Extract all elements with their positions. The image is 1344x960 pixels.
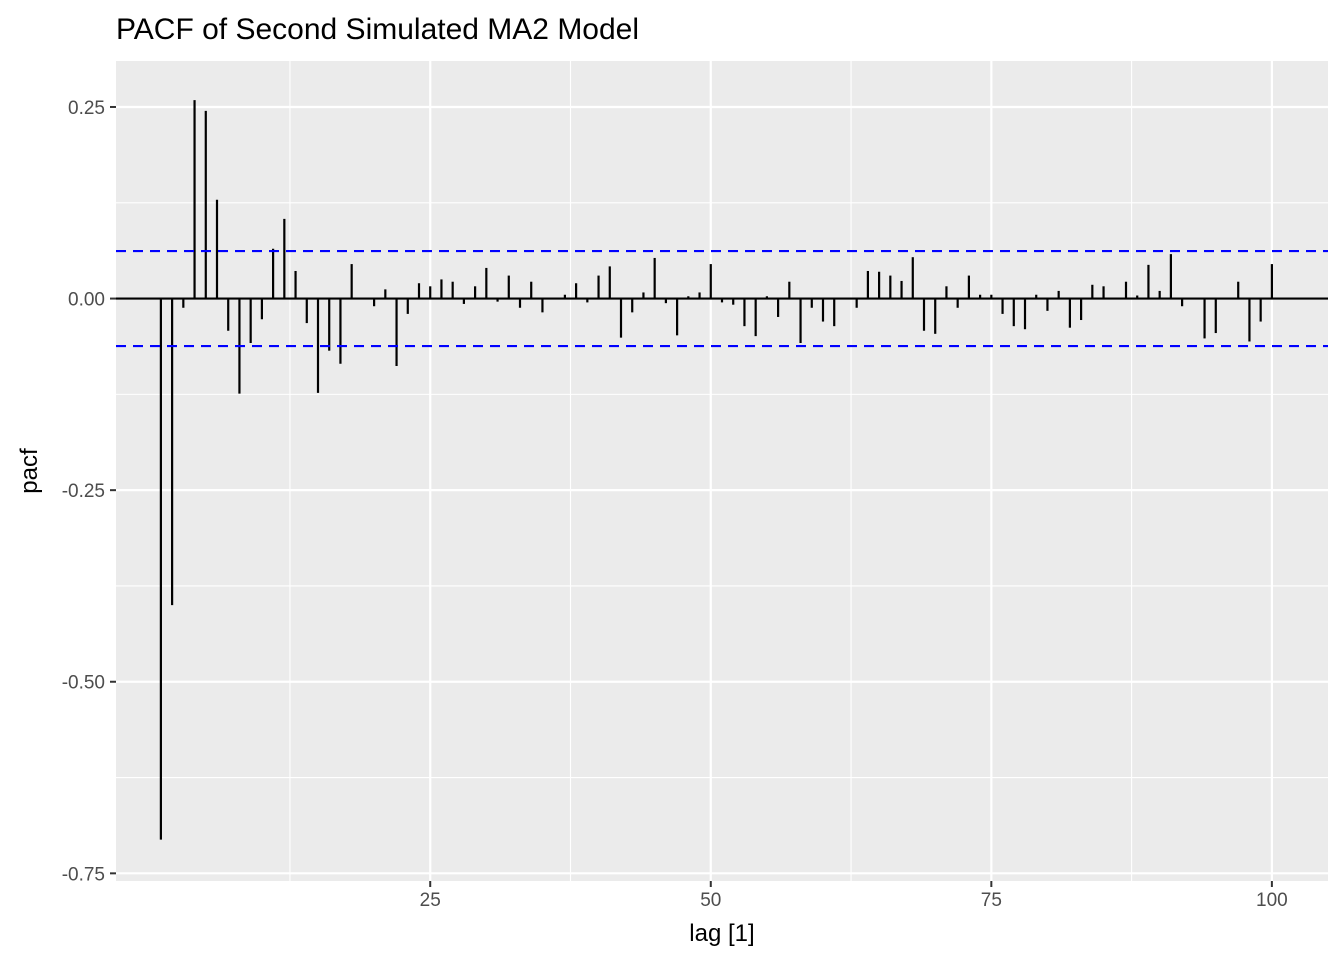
x-tick-label: 25 xyxy=(420,890,441,911)
x-axis-title: lag [1] xyxy=(689,920,754,947)
y-tick-label: 0.25 xyxy=(68,98,105,119)
y-tick-label: 0.00 xyxy=(68,290,105,311)
major-gridlines xyxy=(116,61,1328,881)
x-tick-label: 75 xyxy=(981,890,1002,911)
chart-title: PACF of Second Simulated MA2 Model xyxy=(116,13,639,46)
y-tick-label: -0.75 xyxy=(62,864,105,885)
x-tick-label: 50 xyxy=(700,890,721,911)
y-axis: -0.75 -0.50 -0.25 0.00 0.25 xyxy=(62,98,116,885)
y-axis-title: pacf xyxy=(16,448,43,494)
x-axis: 25 50 75 100 xyxy=(420,881,1288,911)
plot-panel xyxy=(116,61,1328,881)
y-tick-label: -0.50 xyxy=(62,673,105,694)
y-tick-label: -0.25 xyxy=(62,481,105,502)
x-tick-label: 100 xyxy=(1256,890,1288,911)
minor-gridlines xyxy=(116,61,1328,881)
